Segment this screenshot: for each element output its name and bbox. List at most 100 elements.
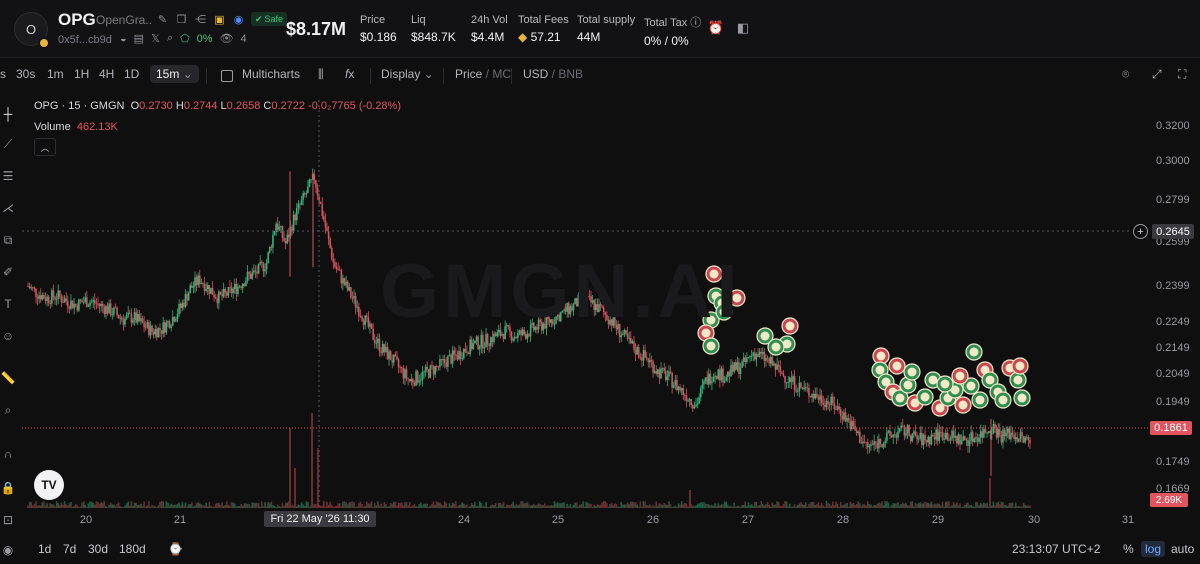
- candle-body: [66, 301, 69, 307]
- fullscreen-icon[interactable]: ⤢: [1152, 67, 1162, 81]
- volume-bar: [361, 503, 363, 508]
- interval-seconds[interactable]: s: [0, 67, 6, 81]
- share-icon[interactable]: ⋲: [195, 13, 206, 26]
- help-icon[interactable]: ⓘ: [690, 17, 702, 29]
- stat-price: Price $0.186: [360, 14, 397, 44]
- volume-bar: [413, 503, 416, 508]
- candle-body: [830, 396, 832, 405]
- volume-bar: [256, 502, 258, 508]
- volume-bar: [725, 501, 728, 508]
- volume-bar: [948, 501, 950, 508]
- range-30d[interactable]: 30d: [88, 542, 109, 556]
- candle-body: [435, 366, 438, 367]
- chat-icon[interactable]: ▤: [133, 33, 145, 45]
- volume-bar: [719, 505, 721, 508]
- candle-body: [596, 304, 599, 313]
- copy-icon[interactable]: ❐: [176, 13, 187, 26]
- candle-body: [612, 317, 615, 326]
- safe-badge[interactable]: ✔ Safe: [251, 12, 288, 26]
- volume-bar: [671, 506, 673, 508]
- volume-bar: [929, 503, 931, 508]
- collapse-legend-button[interactable]: ︿: [34, 138, 56, 156]
- volume-bar: [1021, 506, 1023, 508]
- range-7d[interactable]: 7d: [63, 542, 77, 556]
- add-alert-icon[interactable]: +: [1133, 224, 1148, 239]
- percent-toggle[interactable]: %: [1123, 542, 1134, 556]
- volume-bar: [466, 504, 468, 508]
- camera-icon[interactable]: ⌾: [1122, 67, 1130, 81]
- interval-4h[interactable]: 4H: [99, 67, 115, 81]
- trade-marker-face: [760, 331, 770, 341]
- candle-body: [470, 339, 473, 350]
- volume-bar: [119, 506, 122, 508]
- candle-body: [574, 298, 576, 305]
- utc-clock[interactable]: 23:13:07 UTC+2: [1012, 542, 1101, 556]
- price-chart[interactable]: 0.3200 0.3000 0.2799 0.2599 0.2399 0.2249 0.21…: [0, 96, 1200, 536]
- candle-body: [229, 286, 231, 288]
- interval-1d[interactable]: 1D: [124, 67, 140, 81]
- candle-body: [645, 357, 648, 359]
- candle-body: [408, 379, 411, 382]
- display-dropdown[interactable]: Display ⌄: [381, 67, 434, 81]
- candle-body: [747, 357, 750, 358]
- date-range-icon[interactable]: ⌚: [168, 542, 183, 556]
- fib-icon[interactable]: ☰: [2, 169, 14, 183]
- volume-bar: [696, 503, 699, 508]
- interval-30s[interactable]: 30s: [16, 67, 36, 81]
- pattern-icon[interactable]: ⋌: [2, 201, 14, 215]
- trendline-icon[interactable]: ⟋: [3, 136, 13, 151]
- visibility-icon[interactable]: ◉: [2, 543, 14, 557]
- auto-toggle[interactable]: auto: [1171, 542, 1195, 556]
- volume-bar: [39, 505, 42, 508]
- trade-marker-face: [935, 403, 945, 413]
- layout-toggle-icon[interactable]: ◧: [736, 20, 750, 35]
- candle-body: [933, 436, 936, 440]
- candle-body: [343, 278, 346, 286]
- search-icon[interactable]: ⌕: [166, 32, 174, 44]
- range-1d[interactable]: 1d: [38, 542, 52, 556]
- candle-body: [526, 334, 529, 339]
- brush-icon[interactable]: ✐: [2, 265, 14, 279]
- volume-bar: [326, 501, 328, 508]
- lock-icon[interactable]: 🔒: [0, 481, 16, 495]
- ruler-icon[interactable]: 📏: [0, 371, 16, 385]
- currency-toggle[interactable]: USD / BNB: [523, 67, 584, 81]
- tradingview-logo[interactable]: TV: [34, 470, 64, 500]
- contract-address[interactable]: 0x5f...cb9d: [58, 34, 112, 46]
- volume-bar: [423, 504, 425, 508]
- wallet-icon[interactable]: ◒: [120, 32, 127, 45]
- range-180d[interactable]: 180d: [119, 542, 146, 556]
- token-avatar[interactable]: O: [14, 12, 48, 46]
- emoji-icon[interactable]: ☺: [1, 329, 15, 343]
- expand-icon[interactable]: ⛶: [1178, 67, 1187, 81]
- magnet-icon[interactable]: ∩: [3, 447, 13, 461]
- multicharts-checkbox[interactable]: [221, 70, 233, 82]
- candle-body: [531, 322, 533, 325]
- candle-body: [556, 314, 559, 317]
- indicators-icon[interactable]: fx: [345, 67, 355, 81]
- crosshair-icon[interactable]: ┼: [3, 107, 13, 121]
- candle-body: [553, 323, 556, 325]
- candle-body: [1002, 429, 1004, 443]
- interval-dropdown[interactable]: 15m ⌄: [150, 65, 199, 83]
- volume-bar: [776, 501, 778, 508]
- lock-drawings-icon[interactable]: ⊡: [2, 513, 14, 527]
- log-toggle[interactable]: log: [1141, 541, 1166, 557]
- badge-icon[interactable]: ▣: [214, 13, 225, 26]
- multicharts-label[interactable]: Multicharts: [242, 67, 301, 81]
- candle-body: [127, 312, 129, 316]
- stat-liquidity: Liq $848.7K: [411, 14, 456, 44]
- alarm-clock-icon[interactable]: ⏰: [707, 20, 725, 35]
- twitter-icon[interactable]: 𝕏: [151, 33, 160, 45]
- verified-icon[interactable]: ◉: [233, 13, 244, 26]
- interval-1m[interactable]: 1m: [47, 67, 64, 81]
- price-mc-toggle[interactable]: Price / MC: [455, 67, 512, 81]
- edit-icon[interactable]: ✎: [157, 13, 168, 26]
- channel-icon[interactable]: ⧉: [3, 232, 13, 247]
- volume-bar: [97, 502, 99, 508]
- interval-1h[interactable]: 1H: [74, 67, 90, 81]
- text-icon[interactable]: T: [4, 297, 12, 311]
- zoom-icon[interactable]: ⌕: [4, 402, 12, 417]
- candle-body: [978, 437, 980, 442]
- candle-type-icon[interactable]: ⫼: [318, 67, 324, 81]
